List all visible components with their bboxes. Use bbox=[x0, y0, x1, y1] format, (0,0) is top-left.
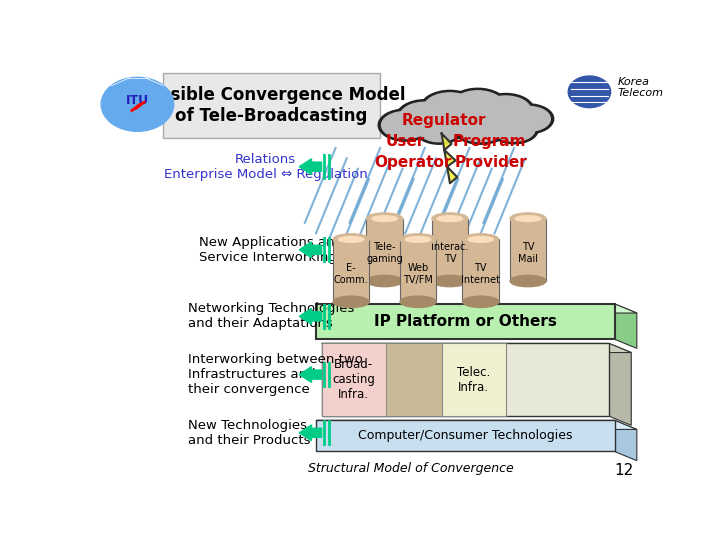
Polygon shape bbox=[322, 343, 631, 353]
Ellipse shape bbox=[366, 213, 402, 225]
FancyArrow shape bbox=[300, 367, 322, 382]
Ellipse shape bbox=[505, 106, 550, 131]
Ellipse shape bbox=[366, 275, 402, 287]
Text: Tele-
gaming: Tele- gaming bbox=[366, 242, 403, 264]
Ellipse shape bbox=[503, 104, 554, 134]
Text: Possible Convergence Model
of Tele-Broadcasting: Possible Convergence Model of Tele-Broad… bbox=[137, 86, 405, 125]
FancyBboxPatch shape bbox=[333, 239, 369, 302]
Ellipse shape bbox=[490, 114, 539, 144]
Text: User: User bbox=[386, 134, 425, 149]
Ellipse shape bbox=[432, 213, 468, 225]
Ellipse shape bbox=[338, 237, 364, 242]
Ellipse shape bbox=[454, 114, 508, 144]
Ellipse shape bbox=[382, 112, 429, 139]
FancyBboxPatch shape bbox=[432, 219, 468, 281]
Ellipse shape bbox=[418, 117, 459, 141]
Ellipse shape bbox=[462, 296, 499, 308]
FancyArrow shape bbox=[300, 159, 322, 174]
Text: Program: Program bbox=[452, 134, 526, 149]
FancyArrow shape bbox=[300, 242, 322, 258]
FancyBboxPatch shape bbox=[316, 304, 615, 339]
Ellipse shape bbox=[468, 237, 493, 242]
Text: IP Platform or Others: IP Platform or Others bbox=[374, 314, 557, 329]
Ellipse shape bbox=[457, 117, 504, 141]
Ellipse shape bbox=[415, 114, 463, 144]
Ellipse shape bbox=[405, 237, 431, 242]
Ellipse shape bbox=[481, 96, 531, 125]
Text: Interac.
TV: Interac. TV bbox=[431, 242, 469, 264]
FancyBboxPatch shape bbox=[462, 239, 499, 302]
Ellipse shape bbox=[333, 234, 369, 245]
FancyBboxPatch shape bbox=[322, 343, 386, 416]
Text: Interworking between two
Infrastructures and
their convergence: Interworking between two Infrastructures… bbox=[188, 353, 363, 396]
Polygon shape bbox=[615, 420, 637, 461]
Text: Web
TV/FM: Web TV/FM bbox=[403, 263, 433, 285]
Ellipse shape bbox=[420, 90, 480, 126]
Ellipse shape bbox=[396, 100, 454, 134]
Ellipse shape bbox=[372, 216, 397, 221]
Ellipse shape bbox=[477, 93, 534, 127]
Ellipse shape bbox=[432, 275, 468, 287]
Ellipse shape bbox=[437, 216, 463, 221]
Text: TV
Mail: TV Mail bbox=[518, 242, 538, 264]
Circle shape bbox=[568, 76, 611, 107]
Circle shape bbox=[101, 77, 174, 131]
Ellipse shape bbox=[333, 296, 369, 308]
FancyBboxPatch shape bbox=[163, 73, 380, 138]
Text: ITU: ITU bbox=[126, 93, 149, 106]
FancyBboxPatch shape bbox=[322, 343, 609, 416]
Text: Korea
Telecom: Korea Telecom bbox=[617, 77, 663, 98]
Text: Broad-
casting
Infra.: Broad- casting Infra. bbox=[332, 358, 375, 401]
Text: Regulator: Regulator bbox=[402, 113, 487, 129]
Text: 12: 12 bbox=[615, 463, 634, 478]
FancyBboxPatch shape bbox=[316, 420, 615, 451]
Text: Structural Model of Convergence: Structural Model of Convergence bbox=[308, 462, 514, 475]
Polygon shape bbox=[441, 133, 457, 183]
Ellipse shape bbox=[423, 93, 477, 124]
Text: Provider: Provider bbox=[454, 155, 527, 170]
Text: Telec.
Infra.: Telec. Infra. bbox=[457, 366, 490, 394]
Text: New Applications and their
Service Interworking: New Applications and their Service Inter… bbox=[199, 236, 379, 264]
Ellipse shape bbox=[510, 275, 546, 287]
Polygon shape bbox=[386, 343, 441, 416]
Polygon shape bbox=[316, 420, 637, 429]
FancyArrow shape bbox=[300, 425, 322, 441]
Ellipse shape bbox=[493, 117, 535, 141]
Text: Computer/Consumer Technologies: Computer/Consumer Technologies bbox=[358, 429, 572, 442]
Ellipse shape bbox=[448, 89, 508, 124]
Ellipse shape bbox=[462, 234, 499, 245]
Polygon shape bbox=[609, 343, 631, 426]
Text: New Technologies
and their Products: New Technologies and their Products bbox=[188, 419, 310, 447]
Ellipse shape bbox=[510, 213, 546, 225]
FancyArrow shape bbox=[300, 308, 322, 324]
FancyBboxPatch shape bbox=[400, 239, 436, 302]
Ellipse shape bbox=[400, 102, 450, 131]
Ellipse shape bbox=[516, 216, 541, 221]
Polygon shape bbox=[615, 304, 637, 348]
FancyBboxPatch shape bbox=[441, 343, 505, 416]
Polygon shape bbox=[316, 304, 637, 313]
Text: Relations
Enterprise Model ⇔ Regulation: Relations Enterprise Model ⇔ Regulation bbox=[164, 153, 368, 181]
Text: TV
Internet: TV Internet bbox=[461, 263, 500, 285]
Ellipse shape bbox=[451, 91, 504, 122]
Text: Networking Technologies
and their Adaptations: Networking Technologies and their Adapta… bbox=[188, 302, 354, 330]
FancyBboxPatch shape bbox=[366, 219, 402, 281]
Text: Operator: Operator bbox=[374, 155, 451, 170]
Ellipse shape bbox=[400, 296, 436, 308]
FancyBboxPatch shape bbox=[510, 219, 546, 281]
Ellipse shape bbox=[378, 109, 432, 141]
Ellipse shape bbox=[400, 234, 436, 245]
Text: E-
Comm.: E- Comm. bbox=[334, 263, 369, 285]
